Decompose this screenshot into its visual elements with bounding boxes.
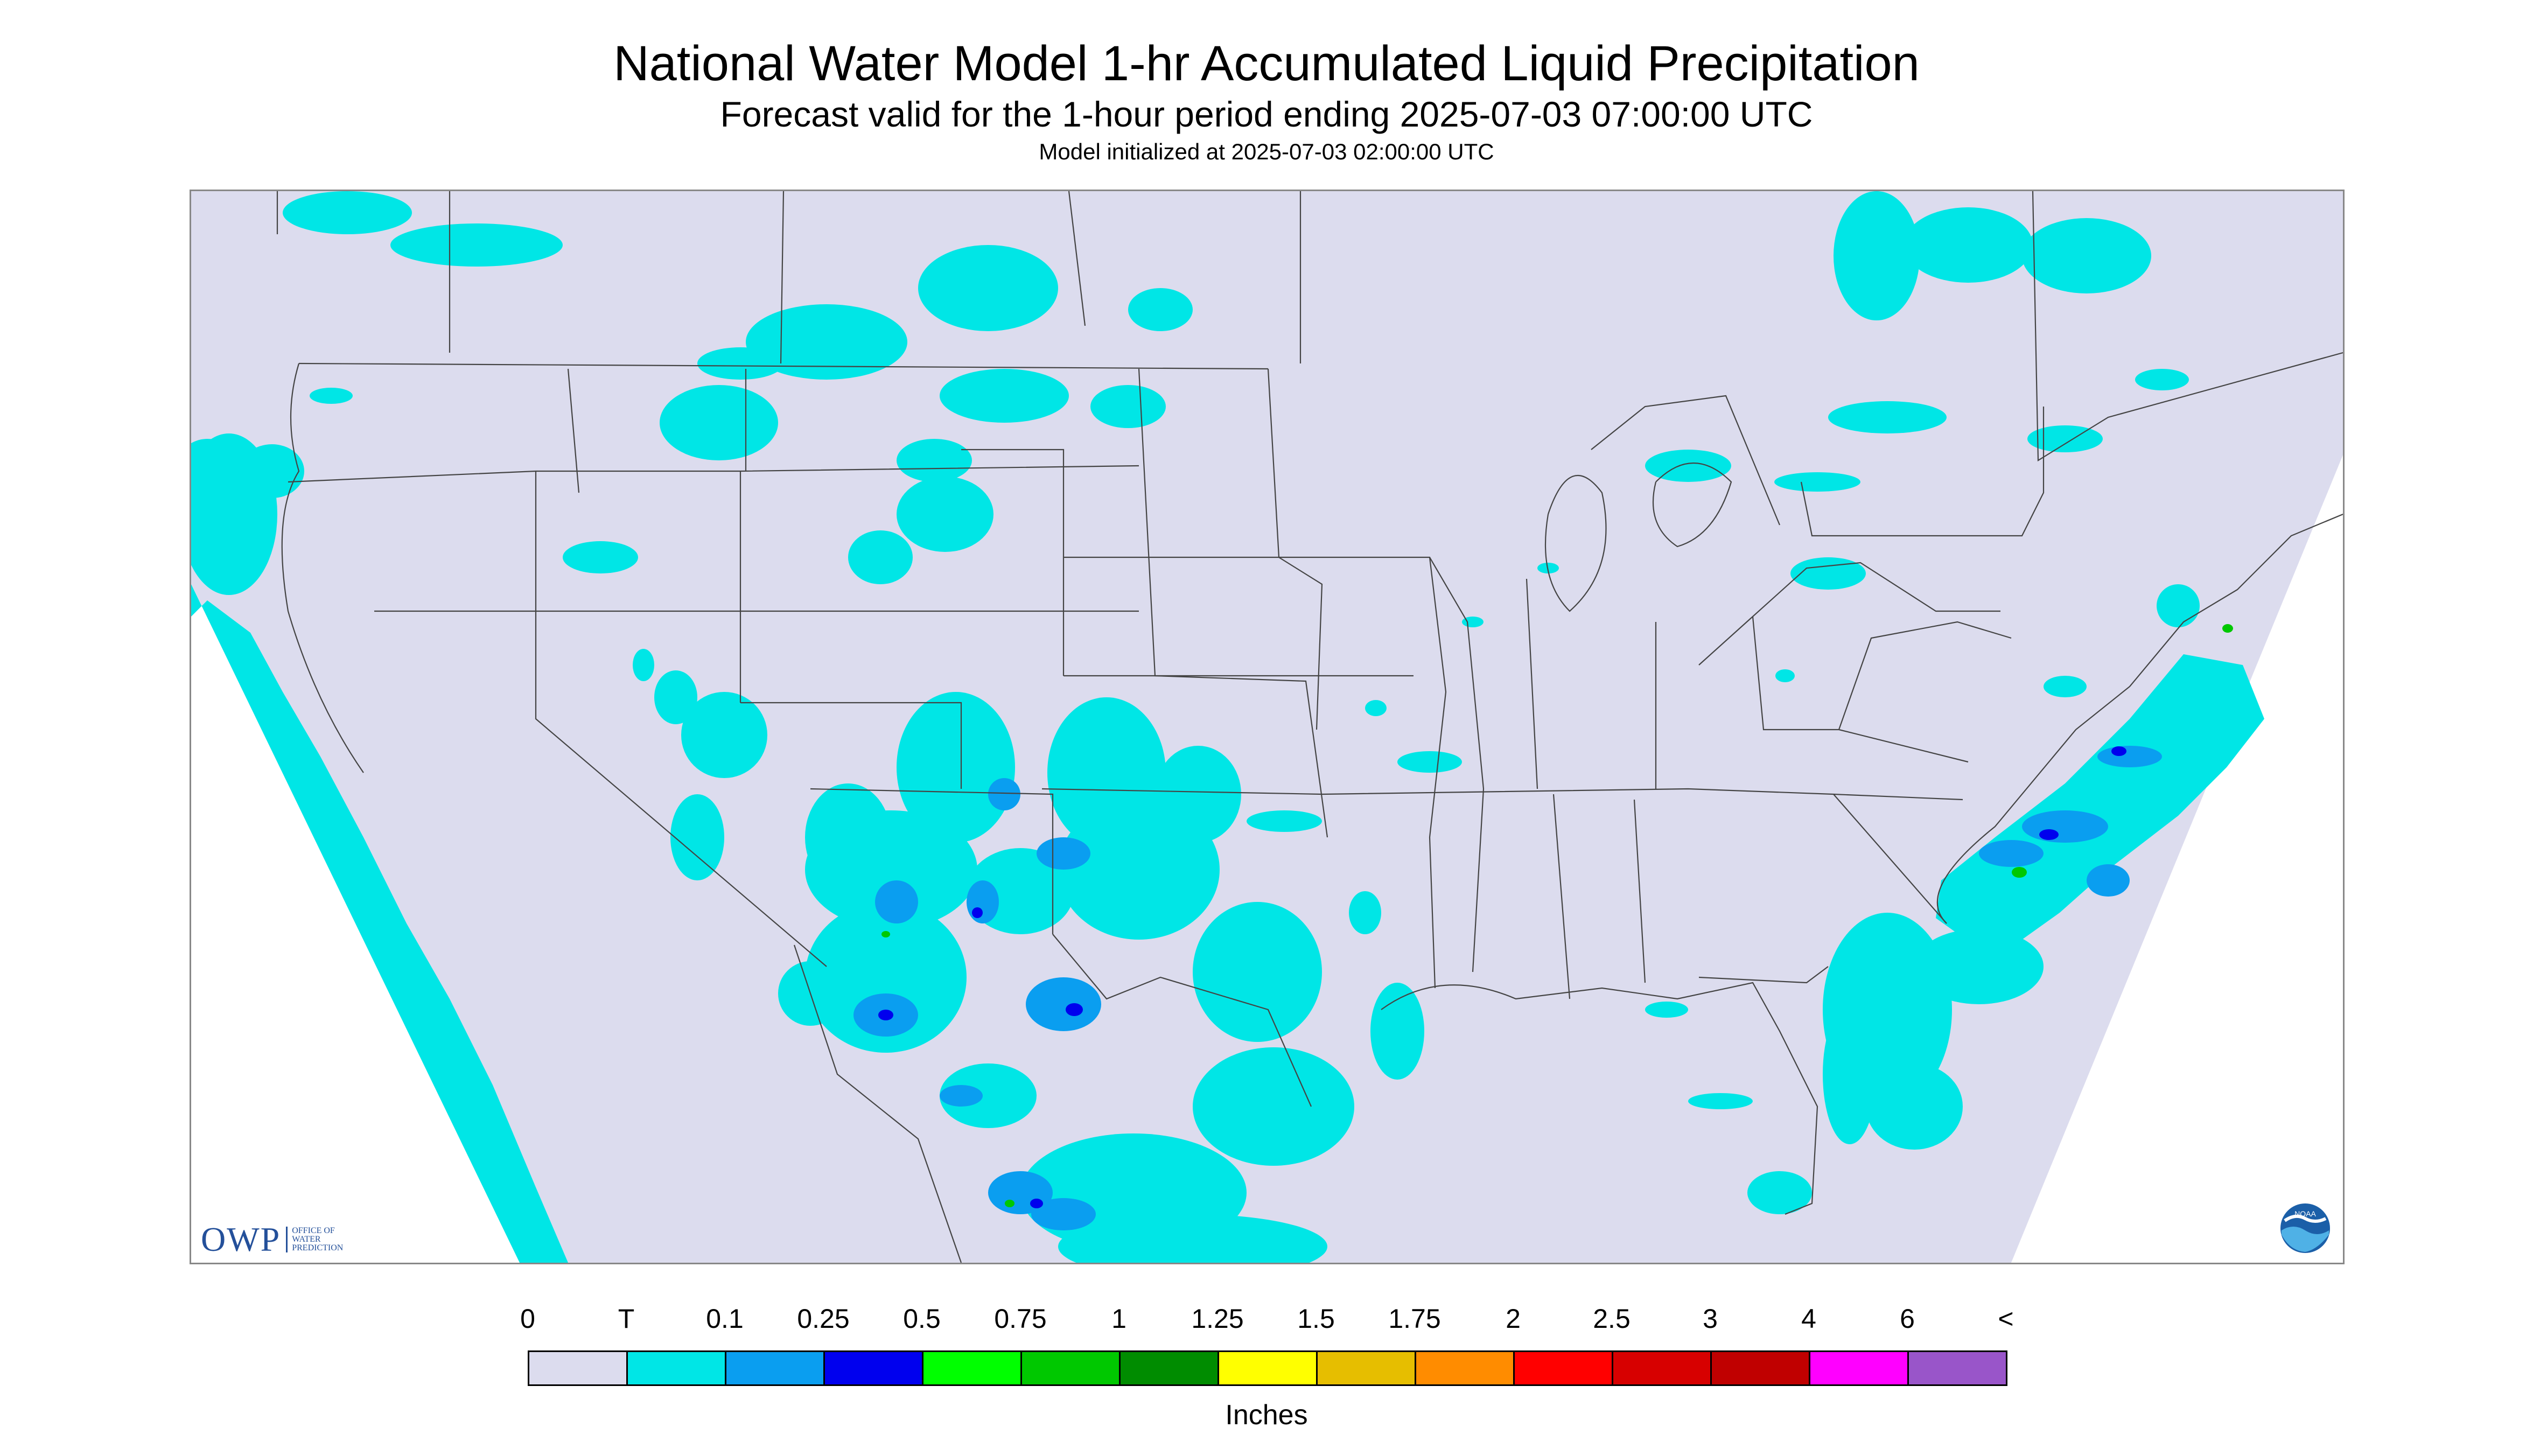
legend-tick-label: 2.5: [1593, 1304, 1631, 1334]
legend-swatch: [725, 1350, 825, 1386]
legend-swatch: [1513, 1350, 1613, 1386]
noaa-logo-icon: NOAA: [2280, 1203, 2330, 1253]
legend-tick-label: 6: [1900, 1304, 1915, 1334]
legend-swatch: [1217, 1350, 1318, 1386]
legend-swatch: [1907, 1350, 2007, 1386]
model-init-text: Model initialized at 2025-07-03 02:00:00…: [1039, 139, 1494, 164]
forecast-subtitle: Forecast valid for the 1-hour period end…: [720, 94, 1813, 134]
legend-swatch: [1119, 1350, 1219, 1386]
owp-logo: OWP OFFICE OF WATER PREDICTION: [201, 1220, 343, 1259]
precip-atlantic: [1823, 584, 2264, 1150]
color-legend: 0 T 0.1 0.25 0.5 0.75 1 1.25 1.5 1.75 2 2.5 3 4 6 <: [520, 1303, 2014, 1389]
legend-tick-label: T: [618, 1304, 635, 1334]
page-title: National Water Model 1-hr Accumulated Li…: [613, 36, 1920, 91]
legend-tick-label: 1: [1111, 1304, 1126, 1334]
legend-tick-label: 2: [1506, 1304, 1521, 1334]
precipitation-map[interactable]: OWP OFFICE OF WATER PREDICTION NOAA: [190, 190, 2345, 1264]
precip-southwest: [633, 649, 1462, 1263]
precip-pacific: [191, 433, 568, 1263]
legend-swatch: [823, 1350, 923, 1386]
legend-swatch: [528, 1350, 628, 1386]
legend-tick-label: 1.75: [1388, 1304, 1441, 1334]
legend-swatch: [1809, 1350, 1909, 1386]
legend-swatch: [922, 1350, 1022, 1386]
legend-tick-label: 0.25: [797, 1304, 850, 1334]
legend-tick-label: 0.75: [994, 1304, 1047, 1334]
legend-tick-label: 3: [1703, 1304, 1718, 1334]
legend-swatch: [1612, 1350, 1712, 1386]
legend-tick-label: 0.1: [706, 1304, 744, 1334]
state-boundaries: [276, 191, 2343, 1263]
legend-tick-label: 0: [520, 1304, 535, 1334]
legend-units-label: Inches: [1225, 1399, 1308, 1431]
legend-tick-label: 0.5: [903, 1304, 941, 1334]
precip-north-rockies: [240, 191, 1193, 584]
owp-logo-text: OWP: [201, 1220, 281, 1258]
legend-swatch: [1415, 1350, 1515, 1386]
legend-swatch: [626, 1350, 726, 1386]
precip-gulf: [1349, 563, 2087, 1214]
owp-logo-subtext: OFFICE OF WATER PREDICTION: [286, 1227, 343, 1252]
legend-tick-label: 4: [1801, 1304, 1816, 1334]
legend-swatch: [1710, 1350, 1810, 1386]
legend-tick-label: 1.5: [1297, 1304, 1335, 1334]
legend-tick-label: <: [1998, 1304, 2014, 1334]
legend-tick-label: 1.25: [1191, 1304, 1244, 1334]
noaa-logo-text: NOAA: [2294, 1209, 2316, 1218]
precip-canada-east: [1645, 191, 2189, 590]
legend-swatch: [1020, 1350, 1121, 1386]
map-canvas: [191, 191, 2343, 1263]
legend-swatch: [1316, 1350, 1416, 1386]
